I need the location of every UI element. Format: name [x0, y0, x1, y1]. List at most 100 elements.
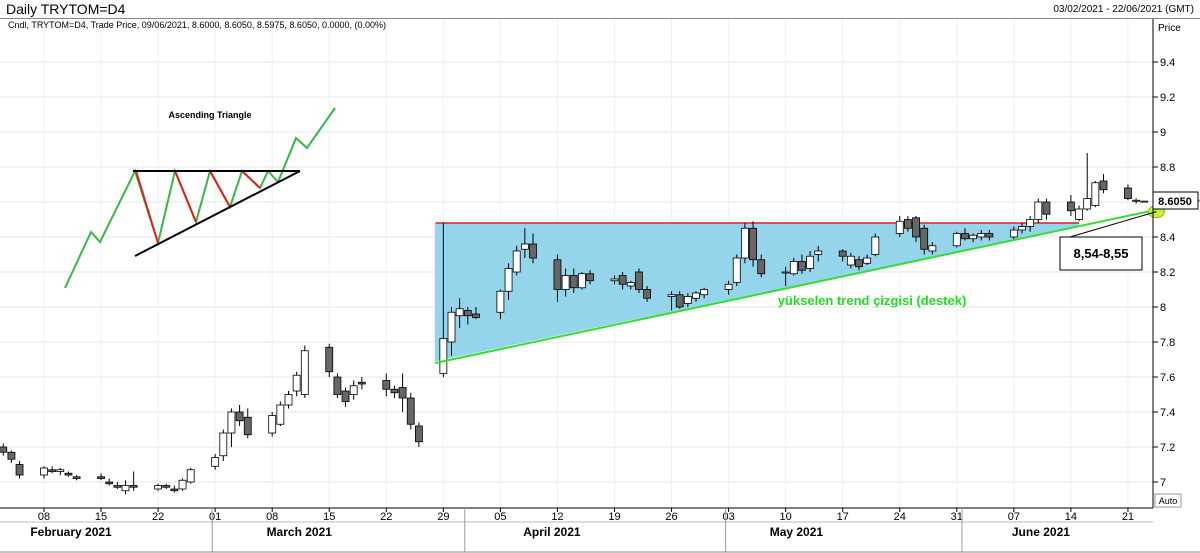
candle-body — [675, 294, 684, 308]
candle-body — [178, 479, 187, 490]
candle-body — [300, 350, 309, 395]
candle-down — [7, 450, 16, 463]
x-tick-label: 03 — [722, 511, 734, 523]
candle-up — [284, 391, 293, 409]
x-tick-label: 08 — [266, 511, 278, 523]
candle-body — [610, 278, 619, 282]
candle-up — [1132, 198, 1140, 204]
x-tick-label: 22 — [152, 511, 164, 523]
candle-body — [692, 292, 700, 299]
candle-down — [72, 475, 81, 481]
candle-body — [243, 416, 252, 436]
candle-up — [1018, 223, 1026, 234]
candle-body — [749, 227, 757, 261]
illustration-red-leg-4 — [241, 170, 261, 189]
candle-body — [129, 485, 138, 488]
price-axis-label: Price — [1158, 23, 1181, 34]
candle-body — [7, 451, 16, 460]
candle-down — [618, 272, 627, 290]
candle-up — [863, 254, 872, 265]
candle-body — [781, 271, 790, 274]
auto-scale-button[interactable] — [1154, 493, 1182, 508]
x-tick-label: 10 — [780, 511, 792, 523]
candle-up — [1075, 205, 1083, 222]
candle-body — [806, 255, 814, 269]
candle-down — [357, 377, 366, 390]
candle-body — [0, 446, 8, 453]
candle-body — [154, 485, 163, 490]
candle-down — [757, 254, 766, 278]
candle-body — [1018, 226, 1026, 231]
y-tick-label: 8.4 — [1160, 232, 1175, 244]
candle-body — [683, 296, 692, 304]
candle-body — [643, 289, 651, 299]
last-price-box — [1152, 191, 1199, 210]
candle-body — [382, 380, 391, 390]
candle-body — [284, 394, 293, 406]
date-range: 03/02/2021 - 22/06/2021 (GMT) — [1053, 4, 1194, 15]
candle-down — [170, 485, 179, 493]
illustration-support-line — [134, 170, 301, 257]
overlay-layer — [434, 199, 1200, 364]
candle-up — [227, 408, 236, 447]
candle-up — [700, 287, 709, 299]
candle-body — [1042, 201, 1051, 215]
month-label: February 2021 — [30, 525, 112, 539]
candle-down — [553, 254, 562, 302]
candle-down — [569, 268, 578, 293]
chart-header: Daily TRYTOM=D4 03/02/2021 - 22/06/2021 … — [0, 0, 1200, 19]
candle-up — [578, 272, 586, 290]
candle-body — [626, 282, 635, 287]
x-tick-label: 17 — [837, 511, 849, 523]
candle-body — [928, 245, 937, 252]
candle-up — [56, 468, 65, 475]
candle-body — [871, 236, 880, 255]
candle-up — [741, 223, 749, 264]
candle-down — [1099, 174, 1108, 194]
candle-down — [586, 270, 594, 285]
candle-body — [211, 457, 220, 467]
candle-up — [300, 345, 309, 398]
target-box — [1059, 236, 1143, 271]
candle-up — [781, 266, 790, 286]
candle-down — [235, 405, 244, 426]
candle-up — [1026, 216, 1035, 232]
candle-up — [154, 483, 163, 491]
month-label: June 2021 — [1012, 525, 1070, 539]
candle-up — [455, 298, 464, 328]
candle-body — [341, 390, 350, 402]
candle-body — [357, 381, 366, 385]
candle-body — [349, 385, 358, 395]
candle-body — [170, 488, 179, 492]
month-label: March 2021 — [267, 525, 333, 539]
candle-down — [798, 254, 806, 274]
candle-body — [569, 275, 578, 289]
candle-body — [56, 469, 65, 472]
candle-down — [1067, 195, 1075, 216]
candle-up — [928, 242, 937, 255]
candle-body — [15, 464, 24, 476]
candle-body — [1034, 201, 1043, 220]
x-tick-label: 08 — [38, 511, 50, 523]
candle-down — [325, 343, 334, 377]
info-line: Cndl, TRYTOM=D4, Trade Price, 09/06/2021… — [8, 20, 386, 30]
candle-down — [97, 473, 105, 481]
ascending-triangle-illustration: Ascending Triangle — [64, 107, 336, 289]
candle-body — [504, 268, 513, 292]
illustration-green-path — [64, 167, 279, 289]
candle-body — [1083, 198, 1092, 210]
candle-down — [985, 230, 994, 241]
candle-body — [1091, 182, 1100, 206]
candle-down — [749, 221, 757, 267]
candle-body — [700, 289, 709, 296]
candle-body — [121, 485, 130, 492]
x-tick-label: 31 — [951, 511, 963, 523]
candle-up — [1140, 200, 1149, 203]
x-tick-label: 26 — [665, 511, 677, 523]
candle-body — [529, 243, 537, 259]
candle-down — [1124, 184, 1132, 201]
x-tick-label: 15 — [323, 511, 335, 523]
candle-down — [0, 443, 8, 456]
auto-scale-label: Auto — [1159, 496, 1178, 506]
